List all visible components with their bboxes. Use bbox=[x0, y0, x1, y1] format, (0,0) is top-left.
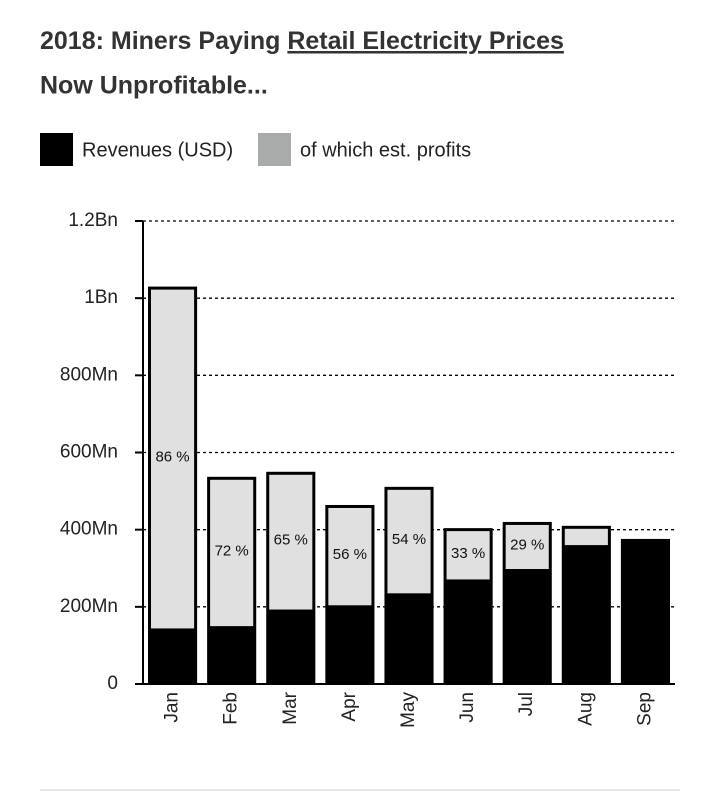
bar-segment bbox=[505, 524, 549, 570]
bar-segment bbox=[210, 479, 254, 627]
data-label: 54 % bbox=[392, 531, 426, 548]
x-tick-label: Mar bbox=[280, 691, 301, 724]
x-tick-label: Jun bbox=[457, 692, 478, 723]
x-tick-label: Feb bbox=[221, 692, 242, 725]
x-tick-label: Sep bbox=[634, 692, 655, 726]
bar-segment bbox=[269, 474, 313, 610]
bar bbox=[620, 538, 670, 684]
legend-label: Revenues (USD) bbox=[82, 139, 233, 161]
title-text: 2018: Miners Paying bbox=[40, 27, 280, 55]
bar-segment bbox=[446, 531, 490, 580]
y-tick-label: 800Mn bbox=[60, 364, 118, 385]
y-tick-label: 1Bn bbox=[84, 287, 118, 308]
x-tick-label: Apr bbox=[339, 691, 360, 721]
legend-swatch bbox=[40, 133, 73, 166]
y-tick-label: 400Mn bbox=[60, 519, 118, 540]
y-tick-label: 1.2Bn bbox=[68, 210, 118, 231]
y-tick-label: 600Mn bbox=[60, 442, 118, 463]
chart-title: 2018: Miners Paying Retail Electricity P… bbox=[40, 27, 564, 55]
data-label: 56 % bbox=[333, 546, 367, 563]
bar-segment bbox=[387, 489, 431, 594]
y-tick-label: 200Mn bbox=[60, 596, 118, 617]
x-tick-label: Jan bbox=[162, 692, 183, 723]
x-tick-label: Aug bbox=[575, 692, 596, 726]
bar-segment bbox=[564, 528, 608, 546]
data-label: 86 % bbox=[155, 448, 189, 465]
bar bbox=[561, 525, 611, 684]
title-link[interactable]: Retail Electricity Prices bbox=[287, 27, 564, 55]
data-label: 72 % bbox=[215, 542, 249, 559]
y-tick-label: 0 bbox=[107, 673, 118, 694]
legend-swatch bbox=[258, 133, 291, 166]
data-label: 29 % bbox=[510, 536, 544, 553]
bar-segment bbox=[151, 289, 195, 629]
data-label: 65 % bbox=[274, 532, 308, 549]
legend-label: of which est. profits bbox=[300, 139, 471, 161]
x-tick-label: May bbox=[398, 692, 419, 728]
bar-segment bbox=[328, 507, 372, 606]
chart-title: Now Unprofitable... bbox=[40, 72, 268, 100]
data-label: 33 % bbox=[451, 545, 485, 562]
x-tick-label: Jul bbox=[516, 692, 537, 716]
